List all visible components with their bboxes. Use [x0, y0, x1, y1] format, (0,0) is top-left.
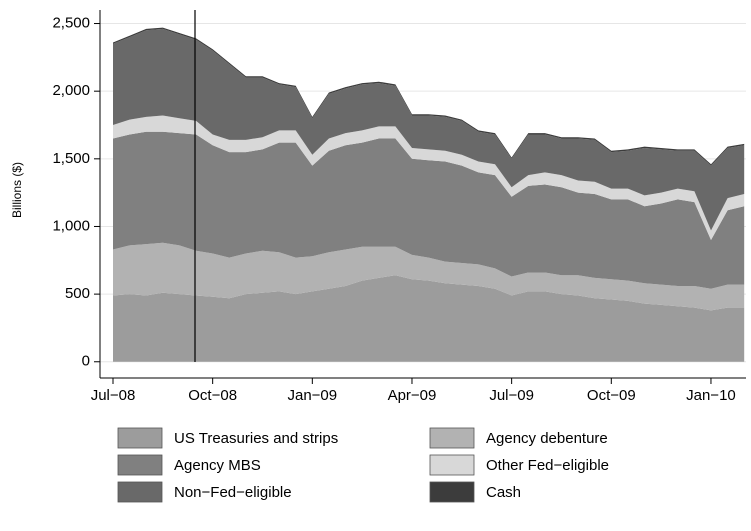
axes: 0 500 1,000 1,500 2,000 2,500 Jul−08 Oct−08 Jan−…	[52, 10, 746, 404]
legend-swatch	[429, 481, 475, 503]
areas	[113, 27, 745, 362]
y-axis-label: Billions ($)	[10, 162, 24, 218]
area	[113, 242, 745, 311]
area	[113, 28, 745, 231]
legend-label: Non−Fed−eligible	[174, 484, 292, 501]
x-tick-label: Jan−10	[686, 387, 736, 404]
legend-swatch	[429, 454, 475, 476]
area	[113, 131, 745, 289]
legend-label: Agency debenture	[486, 430, 608, 447]
area	[113, 115, 745, 240]
x-tick-label: Oct−09	[587, 387, 636, 404]
y-tick-label: 2,000	[52, 82, 90, 99]
y-tick-label: 0	[82, 353, 90, 370]
legend-label: Agency MBS	[174, 457, 261, 474]
legend-swatch	[117, 481, 163, 503]
legend-label: Cash	[486, 484, 521, 501]
legend-label: Other Fed−eligible	[486, 457, 609, 474]
y-tick-label: 1,500	[52, 150, 90, 167]
y-tick-label: 2,500	[52, 14, 90, 31]
x-tick-label: Oct−08	[188, 387, 237, 404]
x-tick-label: Jan−09	[287, 387, 337, 404]
y-tick-label: 1,000	[52, 217, 90, 234]
legend-swatch	[117, 427, 163, 449]
legend-swatch	[429, 427, 475, 449]
legend-swatch	[117, 454, 163, 476]
x-tick-label: Jul−08	[91, 387, 136, 404]
x-tick-label: Jul−09	[489, 387, 534, 404]
y-tick-label: 500	[65, 285, 90, 302]
legend: US Treasuries and strips Agency debenture…	[117, 427, 609, 503]
area	[113, 275, 745, 362]
legend-label: US Treasuries and strips	[174, 430, 338, 447]
x-tick-label: Apr−09	[388, 387, 437, 404]
